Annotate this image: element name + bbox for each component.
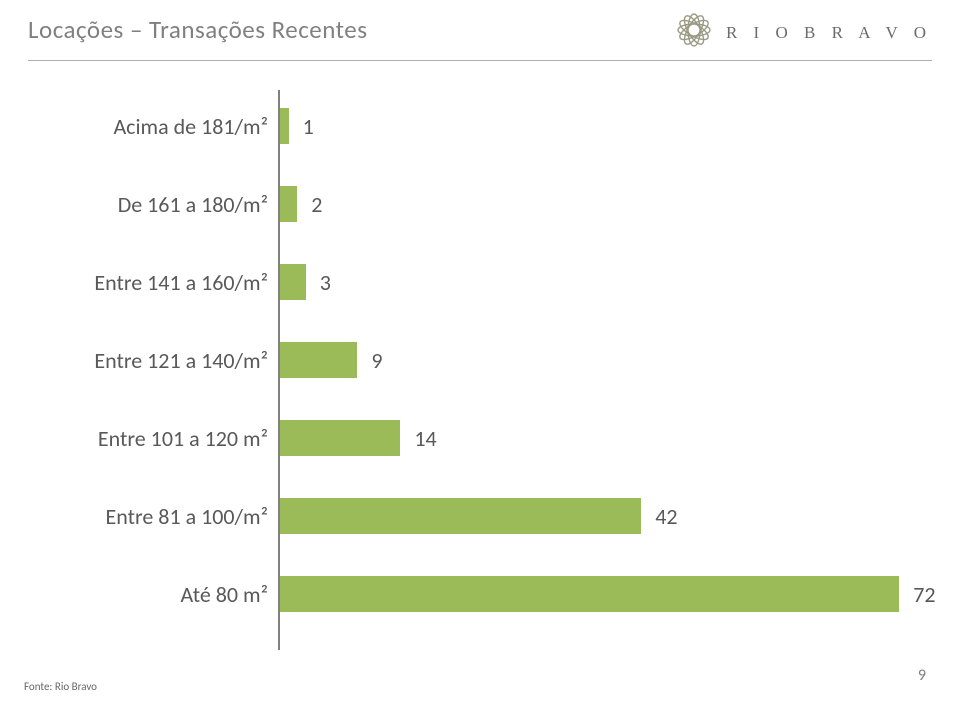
bar: 3: [280, 264, 331, 300]
bar-value: 2: [311, 191, 322, 218]
category-label: Entre 141 a 160/m²: [94, 269, 268, 296]
bar-row: De 161 a 180/m² 2: [40, 182, 920, 226]
bar-row: Entre 141 a 160/m² 3: [40, 260, 920, 304]
category-label: De 161 a 180/m²: [118, 191, 268, 218]
page-number: 9: [918, 666, 926, 685]
bar-rect: [280, 264, 306, 300]
bar-value: 9: [371, 347, 382, 374]
bar: 14: [280, 420, 437, 456]
bar: 9: [280, 342, 383, 378]
brand-name: R I O B R A V O: [726, 23, 932, 43]
bar: 2: [280, 186, 322, 222]
bar-value: 42: [655, 503, 677, 530]
bar: 1: [280, 108, 314, 144]
bar-row: Entre 121 a 140/m² 9: [40, 338, 920, 382]
bar-value: 14: [414, 425, 436, 452]
header: Locações – Transações Recentes R I O B R…: [28, 10, 932, 61]
bar-rect: [280, 186, 297, 222]
bar-rect: [280, 420, 400, 456]
bar-row: Até 80 m²72: [40, 572, 920, 616]
bar: 42: [280, 498, 678, 534]
bar-chart: Acima de 181/m² 1 De 161 a 180/m² 2 Entre 14…: [40, 90, 920, 650]
bar-value: 3: [320, 269, 331, 296]
source-text: Fonte: Rio Bravo: [24, 680, 97, 693]
page-title: Locações – Transações Recentes: [28, 14, 367, 45]
brand-logo-icon: [676, 12, 712, 53]
bar-rect: [280, 576, 899, 612]
brand: R I O B R A V O: [676, 12, 932, 53]
category-label: Entre 101 a 120 m²: [98, 425, 268, 452]
category-label: Entre 121 a 140/m²: [94, 347, 268, 374]
slide-page: Locações – Transações Recentes R I O B R…: [0, 0, 960, 713]
bar-rect: [280, 108, 289, 144]
bar-row: Entre 101 a 120 m² 14: [40, 416, 920, 460]
bar: 72: [280, 576, 936, 612]
bar-rect: [280, 342, 357, 378]
bar-rect: [280, 498, 641, 534]
bar-value: 1: [303, 113, 314, 140]
category-label: Entre 81 a 100/m²: [106, 503, 268, 530]
category-label: Até 80 m²: [181, 581, 268, 608]
category-label: Acima de 181/m²: [113, 113, 268, 140]
bar-row: Acima de 181/m² 1: [40, 104, 920, 148]
bar-row: Entre 81 a 100/m² 42: [40, 494, 920, 538]
bar-value: 72: [913, 581, 935, 608]
